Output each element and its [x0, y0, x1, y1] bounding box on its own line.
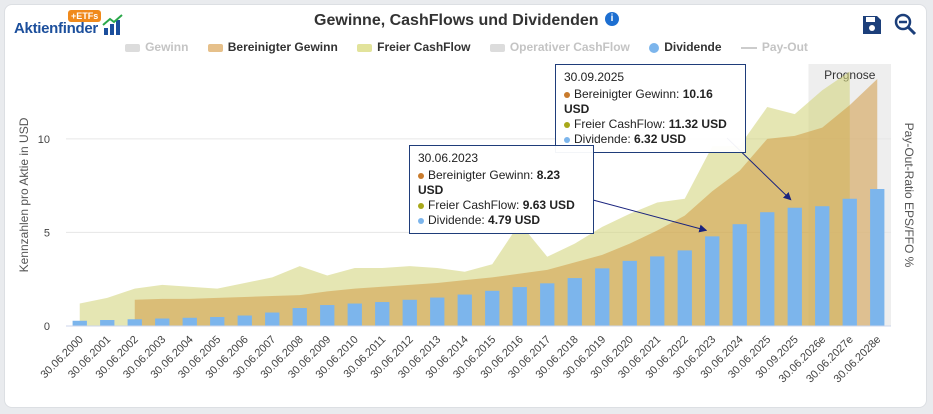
save-icon[interactable]: [861, 14, 883, 36]
bullet-icon: [418, 217, 424, 224]
dividend-bar: [705, 236, 720, 326]
dividend-bar: [595, 268, 610, 326]
bullet-icon: [564, 121, 570, 128]
tooltip-date: 30.09.2025: [564, 70, 625, 84]
legend-item-operativer-cashflow[interactable]: Operativer CashFlow: [489, 40, 630, 54]
logo-bars-icon: [102, 14, 123, 35]
y-tick-label: 10: [38, 134, 50, 146]
bullet-icon: [564, 91, 570, 98]
chart-toolbar: [861, 12, 917, 41]
dividend-bar: [732, 224, 747, 326]
dividend-bar: [430, 297, 445, 326]
dividend-bar: [650, 256, 665, 326]
tooltip-label: Freier CashFlow:: [428, 198, 520, 212]
tooltip-row: Freier CashFlow: 9.63 USD: [418, 198, 585, 213]
tooltip-label: Bereinigter Gewinn:: [428, 168, 534, 182]
legend-label: Freier CashFlow: [377, 40, 471, 54]
dividend-bar: [842, 198, 857, 326]
legend-label: Operativer CashFlow: [509, 40, 630, 54]
legend-item-freier-cashflow[interactable]: Freier CashFlow: [357, 40, 470, 54]
dividend-bar: [265, 312, 280, 326]
y-tick-label: 0: [44, 321, 50, 333]
chart-title-row: Gewinne, CashFlows und Dividenden i: [0, 12, 933, 30]
zoom-out-icon[interactable]: [893, 12, 917, 36]
tooltip-date: 30.06.2023: [418, 151, 479, 165]
tooltip-value: 10.16 USD: [564, 87, 713, 116]
bullet-icon: [564, 136, 570, 143]
dividend-bar: [210, 317, 225, 326]
legend-item-dividende[interactable]: Dividende: [649, 40, 722, 54]
tooltip-label: Bereinigter Gewinn:: [574, 87, 680, 101]
tooltip-row: Bereinigter Gewinn: 8.23 USD: [418, 168, 585, 198]
dividend-bar: [622, 260, 637, 326]
y-axis-title: Kennzahlen pro Aktie in USD: [17, 117, 31, 272]
legend-swatch: [357, 43, 373, 52]
logo-etf-badge: +ETFs: [68, 10, 102, 22]
dividend-bar: [485, 290, 500, 326]
dividend-bar: [127, 319, 142, 326]
tooltip-row: Dividende: 6.32 USD: [564, 132, 737, 147]
legend-item-pay-out[interactable]: Pay-Out: [740, 40, 808, 54]
tooltip-value: 8.23 USD: [418, 168, 561, 197]
tooltip-label: Freier CashFlow:: [574, 117, 666, 131]
tooltip-value: 4.79 USD: [488, 213, 541, 227]
dividend-bar: [320, 305, 335, 326]
legend-item-gewinn[interactable]: Gewinn: [125, 40, 188, 54]
legend-label: Pay-Out: [761, 40, 808, 54]
dividend-bar: [100, 320, 115, 326]
tooltip-row: Freier CashFlow: 11.32 USD: [564, 117, 737, 132]
dividend-bar: [677, 250, 692, 326]
chart-legend: Gewinn Bereinigter Gewinn Freier CashFlo…: [0, 40, 933, 54]
bullet-icon: [418, 202, 424, 209]
dividend-bar: [760, 212, 775, 326]
tooltip-2025q3: 30.09.2025 Bereinigter Gewinn: 10.16 USD…: [555, 64, 746, 153]
tooltip-label: Dividende:: [428, 213, 485, 227]
dividend-bar: [182, 317, 197, 326]
dividend-bar: [347, 303, 362, 326]
dividend-bar: [155, 318, 170, 326]
chart-title: Gewinne, CashFlows und Dividenden: [314, 12, 599, 29]
dividend-bar: [540, 283, 555, 326]
dividend-bar: [787, 207, 802, 326]
legend-swatch: [125, 43, 141, 52]
dividend-bar: [815, 206, 830, 326]
dividend-bar: [457, 294, 472, 326]
dividend-bar: [402, 299, 417, 326]
legend-swatch: [740, 46, 757, 49]
logo-text: Aktienfinder: [14, 20, 98, 37]
y-tick-label: 5: [44, 227, 50, 239]
legend-label: Gewinn: [145, 40, 189, 54]
legend-swatch: [649, 42, 660, 53]
tooltip-row: Bereinigter Gewinn: 10.16 USD: [564, 87, 737, 117]
tooltip-value: 6.32 USD: [634, 132, 687, 146]
bullet-icon: [418, 172, 424, 179]
y2-axis-title: Pay-Out-Ratio EPS/FFO %: [902, 123, 916, 268]
tooltip-label: Dividende:: [574, 132, 631, 146]
legend-label: Dividende: [664, 40, 722, 54]
legend-item-bereinigter-gewinn[interactable]: Bereinigter Gewinn: [207, 40, 338, 54]
dividend-bar: [567, 278, 582, 326]
tooltip-connector: [592, 199, 708, 233]
tooltip-row: Dividende: 4.79 USD: [418, 213, 585, 228]
legend-swatch: [489, 43, 505, 52]
dividend-bar: [375, 302, 390, 326]
dividend-bar: [237, 315, 252, 326]
tooltip-value: 9.63 USD: [522, 198, 575, 212]
aktienfinder-logo[interactable]: Aktienfinder +ETFs: [14, 10, 124, 44]
dividend-bar: [870, 189, 885, 326]
dividend-bar: [72, 320, 87, 326]
tooltip-value: 11.32 USD: [668, 117, 727, 131]
dividend-bar: [512, 287, 527, 326]
legend-label: Bereinigter Gewinn: [227, 40, 338, 54]
tooltip-2023: 30.06.2023 Bereinigter Gewinn: 8.23 USD …: [409, 145, 594, 234]
legend-swatch: [207, 43, 223, 52]
forecast-label: Prognose: [824, 68, 876, 82]
dividend-bar: [292, 308, 307, 326]
info-icon[interactable]: i: [604, 12, 619, 26]
